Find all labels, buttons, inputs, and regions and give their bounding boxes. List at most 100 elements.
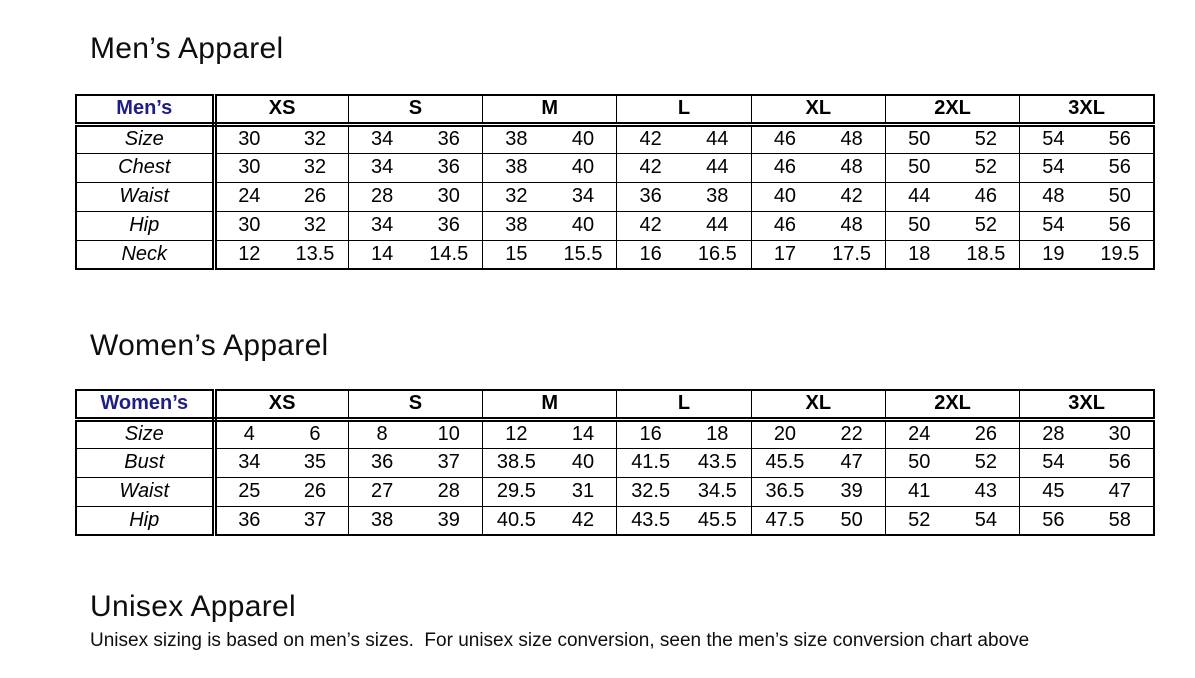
measurement-value: 52	[974, 156, 997, 178]
measurement-value: 32	[303, 214, 327, 236]
measurement-value: 48	[1042, 185, 1065, 207]
measurement-value: 52	[974, 214, 997, 236]
measurement-cell: 46 48	[750, 210, 886, 241]
measurement-value: 19	[1042, 242, 1065, 265]
measurement-row: Chest 30 32 34 36 38 40 42 44 46 48 50 52 54 56	[75, 152, 1155, 183]
measurement-cell: 36 38	[616, 181, 752, 212]
measurement-value: 34	[370, 214, 394, 236]
measurement-row-label: Chest	[75, 152, 217, 183]
measurement-value: 17	[773, 242, 797, 265]
measurement-value: 41	[908, 480, 931, 502]
measurement-cell: 38 40	[482, 123, 618, 154]
womens-table-body: Size 4 6 8 10 12 14 16 18 20 22 24 26 28 30 Bust 34 35 36 3…	[75, 418, 1155, 536]
measurement-value: 4	[243, 423, 255, 445]
measurement-value: 40.5	[496, 508, 536, 531]
measurement-cell: 42 44	[616, 210, 752, 241]
measurement-value: 52	[908, 508, 931, 531]
measurement-value: 38	[370, 508, 394, 531]
measurement-cell: 48 50	[1019, 181, 1155, 212]
size-column-header: 3XL	[1019, 389, 1155, 422]
measurement-cell: 8 10	[347, 418, 484, 449]
womens-apparel-heading: Women’s Apparel	[90, 329, 329, 362]
mens-table-head: Men’s XS S M L XL 2XL 3XL	[75, 94, 1155, 127]
measurement-value: 18	[908, 242, 931, 265]
measurement-value: 32.5	[631, 480, 671, 502]
measurement-value: 34	[238, 451, 261, 473]
measurement-value: 58	[1108, 508, 1131, 531]
measurement-value: 46	[773, 214, 797, 236]
measurement-value: 56	[1108, 156, 1131, 178]
measurement-cell: 50 52	[884, 447, 1021, 478]
table-corner-label: Men’s	[75, 94, 217, 127]
measurement-cell: 54 56	[1019, 210, 1155, 241]
measurement-value: 28	[437, 480, 460, 502]
measurement-value: 52	[974, 128, 997, 150]
measurement-value: 43	[974, 480, 997, 502]
measurement-value: 22	[840, 423, 863, 445]
measurement-row: Neck 12 13.5 14 14.5 15 15.5 16 16.5 17 17.5 18 18.5…	[75, 239, 1155, 270]
measurement-cell: 45 47	[1019, 476, 1155, 507]
measurement-cell: 36 37	[213, 505, 349, 536]
measurement-value: 18.5	[966, 242, 1006, 265]
measurement-value: 47	[840, 451, 863, 473]
unisex-apparel-heading: Unisex Apparel	[90, 590, 296, 623]
measurement-cell: 44 46	[884, 181, 1021, 212]
measurement-value: 47	[1108, 480, 1131, 502]
measurement-value: 42	[571, 508, 595, 531]
measurement-value: 16	[639, 423, 662, 445]
measurement-row-label: Neck	[75, 239, 217, 270]
measurement-cell: 47.5 50	[750, 505, 886, 536]
measurement-value: 16	[639, 242, 662, 265]
measurement-value: 44	[706, 214, 729, 236]
measurement-value: 42	[639, 214, 662, 236]
size-column-header: 3XL	[1019, 94, 1155, 127]
measurement-value: 25	[238, 480, 261, 502]
measurement-row: Hip 36 37 38 39 40.5 42 43.5 45.5 47.5 50 52 54 56 58	[75, 505, 1155, 536]
measurement-value: 29.5	[496, 480, 536, 502]
measurement-value: 36.5	[765, 480, 805, 502]
measurement-value: 46	[974, 185, 997, 207]
measurement-value: 12	[505, 423, 528, 445]
measurement-row-label: Bust	[75, 447, 217, 478]
measurement-value: 50	[908, 214, 931, 236]
measurement-cell: 12 14	[482, 418, 618, 449]
measurement-cell: 20 22	[750, 418, 886, 449]
measurement-cell: 24 26	[884, 418, 1021, 449]
measurement-value: 47.5	[765, 508, 805, 531]
size-header-row: Women’s XS S M L XL 2XL 3XL	[75, 389, 1155, 422]
measurement-cell: 54 56	[1019, 123, 1155, 154]
measurement-cell: 30 32	[213, 152, 349, 183]
size-column-header: XL	[750, 389, 886, 422]
measurement-value: 54	[974, 508, 997, 531]
measurement-cell: 38 39	[347, 505, 484, 536]
measurement-cell: 32 34	[482, 181, 618, 212]
measurement-value: 10	[437, 423, 460, 445]
measurement-row-label: Waist	[75, 476, 217, 507]
measurement-value: 32	[303, 128, 327, 150]
measurement-row-label: Waist	[75, 181, 217, 212]
measurement-value: 12	[238, 242, 261, 265]
measurement-cell: 18 18.5	[884, 239, 1021, 270]
measurement-cell: 50 52	[884, 123, 1021, 154]
measurement-row: Hip 30 32 34 36 38 40 42 44 46 48 50 52 54 56	[75, 210, 1155, 241]
measurement-value: 35	[303, 451, 327, 473]
measurement-cell: 38 40	[482, 152, 618, 183]
measurement-value: 28	[1042, 423, 1065, 445]
measurement-value: 40	[571, 451, 595, 473]
measurement-value: 32	[303, 156, 327, 178]
size-column-header: XS	[213, 94, 349, 127]
measurement-cell: 34 35	[213, 447, 349, 478]
measurement-value: 46	[773, 128, 797, 150]
measurement-value: 34.5	[697, 480, 737, 502]
measurement-cell: 16 18	[616, 418, 752, 449]
measurement-cell: 38 40	[482, 210, 618, 241]
mens-table-body: Size 30 32 34 36 38 40 42 44 46 48 50 52 54 56 Chest 30 3…	[75, 123, 1155, 270]
measurement-value: 34	[370, 156, 394, 178]
measurement-cell: 25 26	[213, 476, 349, 507]
measurement-value: 40	[571, 214, 595, 236]
mens-size-table: Men’s XS S M L XL 2XL 3XL Size 30 32 34 36 38 40 42 44 4…	[75, 94, 1155, 270]
measurement-value: 48	[840, 128, 863, 150]
measurement-value: 24	[908, 423, 931, 445]
measurement-value: 8	[376, 423, 388, 445]
